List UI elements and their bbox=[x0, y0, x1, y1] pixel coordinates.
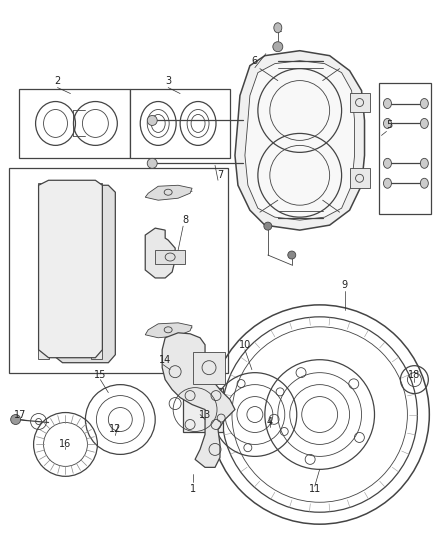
Ellipse shape bbox=[11, 415, 21, 424]
Text: 16: 16 bbox=[60, 439, 72, 449]
Bar bbox=[38, 183, 49, 195]
Ellipse shape bbox=[384, 118, 392, 128]
Text: 18: 18 bbox=[408, 370, 420, 379]
Ellipse shape bbox=[274, 23, 282, 33]
Text: 14: 14 bbox=[159, 354, 171, 365]
Ellipse shape bbox=[420, 118, 428, 128]
Text: 5: 5 bbox=[386, 120, 392, 131]
Ellipse shape bbox=[288, 251, 296, 259]
Text: 8: 8 bbox=[182, 215, 188, 225]
Polygon shape bbox=[245, 61, 355, 220]
Text: 2: 2 bbox=[54, 76, 60, 86]
Polygon shape bbox=[162, 333, 235, 467]
Text: 3: 3 bbox=[165, 76, 171, 86]
Bar bbox=[350, 93, 370, 112]
Ellipse shape bbox=[384, 158, 392, 168]
Text: 9: 9 bbox=[342, 280, 348, 290]
Bar bbox=[19, 88, 130, 158]
Bar bbox=[183, 387, 223, 432]
Ellipse shape bbox=[384, 99, 392, 109]
Ellipse shape bbox=[264, 222, 272, 230]
Polygon shape bbox=[39, 180, 102, 358]
Polygon shape bbox=[235, 51, 364, 230]
Text: 15: 15 bbox=[94, 370, 106, 379]
Bar bbox=[38, 347, 49, 359]
Bar bbox=[155, 250, 185, 264]
Bar bbox=[130, 88, 230, 158]
Text: 11: 11 bbox=[308, 484, 321, 494]
Text: 17: 17 bbox=[14, 409, 27, 419]
Polygon shape bbox=[145, 185, 192, 200]
Polygon shape bbox=[145, 323, 192, 338]
Ellipse shape bbox=[420, 158, 428, 168]
Bar bbox=[92, 347, 102, 359]
Bar bbox=[350, 168, 370, 188]
Polygon shape bbox=[145, 228, 175, 278]
Ellipse shape bbox=[420, 99, 428, 109]
Ellipse shape bbox=[384, 178, 392, 188]
Bar bbox=[193, 352, 225, 384]
Text: 4: 4 bbox=[267, 416, 273, 426]
Bar bbox=[9, 168, 228, 373]
Ellipse shape bbox=[147, 116, 157, 125]
Text: 7: 7 bbox=[217, 170, 223, 180]
Polygon shape bbox=[53, 185, 115, 362]
Bar bbox=[379, 83, 431, 214]
Text: 12: 12 bbox=[109, 424, 121, 434]
Text: 1: 1 bbox=[190, 484, 196, 494]
Ellipse shape bbox=[147, 158, 157, 168]
Text: 6: 6 bbox=[252, 55, 258, 66]
Ellipse shape bbox=[273, 42, 283, 52]
Text: 10: 10 bbox=[239, 340, 251, 350]
Bar bbox=[92, 183, 102, 195]
Text: 13: 13 bbox=[199, 409, 211, 419]
Ellipse shape bbox=[420, 178, 428, 188]
